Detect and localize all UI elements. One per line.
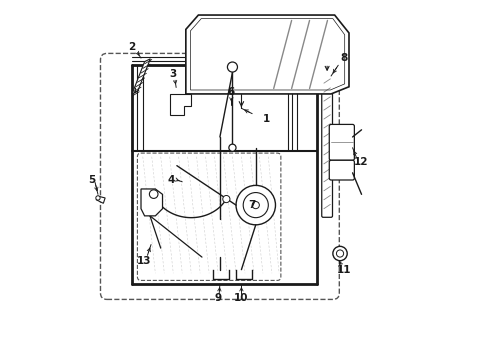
Circle shape bbox=[223, 195, 230, 203]
Circle shape bbox=[96, 196, 100, 200]
FancyBboxPatch shape bbox=[329, 160, 354, 180]
Circle shape bbox=[149, 190, 158, 198]
Circle shape bbox=[229, 144, 236, 151]
Text: 12: 12 bbox=[354, 157, 369, 167]
Text: 8: 8 bbox=[340, 53, 347, 63]
Circle shape bbox=[236, 185, 275, 225]
Text: 5: 5 bbox=[88, 175, 95, 185]
Text: 7: 7 bbox=[248, 200, 256, 210]
Polygon shape bbox=[186, 15, 349, 94]
Text: 4: 4 bbox=[168, 175, 175, 185]
FancyBboxPatch shape bbox=[322, 75, 333, 217]
Polygon shape bbox=[170, 94, 191, 116]
Circle shape bbox=[333, 246, 347, 261]
Text: 9: 9 bbox=[215, 293, 221, 303]
Text: 2: 2 bbox=[128, 42, 136, 52]
Circle shape bbox=[337, 250, 343, 257]
Circle shape bbox=[243, 193, 269, 218]
Polygon shape bbox=[132, 59, 150, 94]
Polygon shape bbox=[96, 196, 105, 203]
Text: 3: 3 bbox=[170, 69, 177, 79]
Polygon shape bbox=[170, 94, 191, 116]
Circle shape bbox=[227, 62, 238, 72]
Text: 6: 6 bbox=[227, 87, 234, 97]
Circle shape bbox=[252, 202, 259, 209]
Text: 1: 1 bbox=[263, 114, 270, 124]
Text: 11: 11 bbox=[336, 265, 351, 275]
Text: 10: 10 bbox=[234, 293, 248, 303]
Text: 13: 13 bbox=[137, 256, 151, 266]
Polygon shape bbox=[141, 189, 163, 216]
FancyBboxPatch shape bbox=[329, 125, 354, 160]
